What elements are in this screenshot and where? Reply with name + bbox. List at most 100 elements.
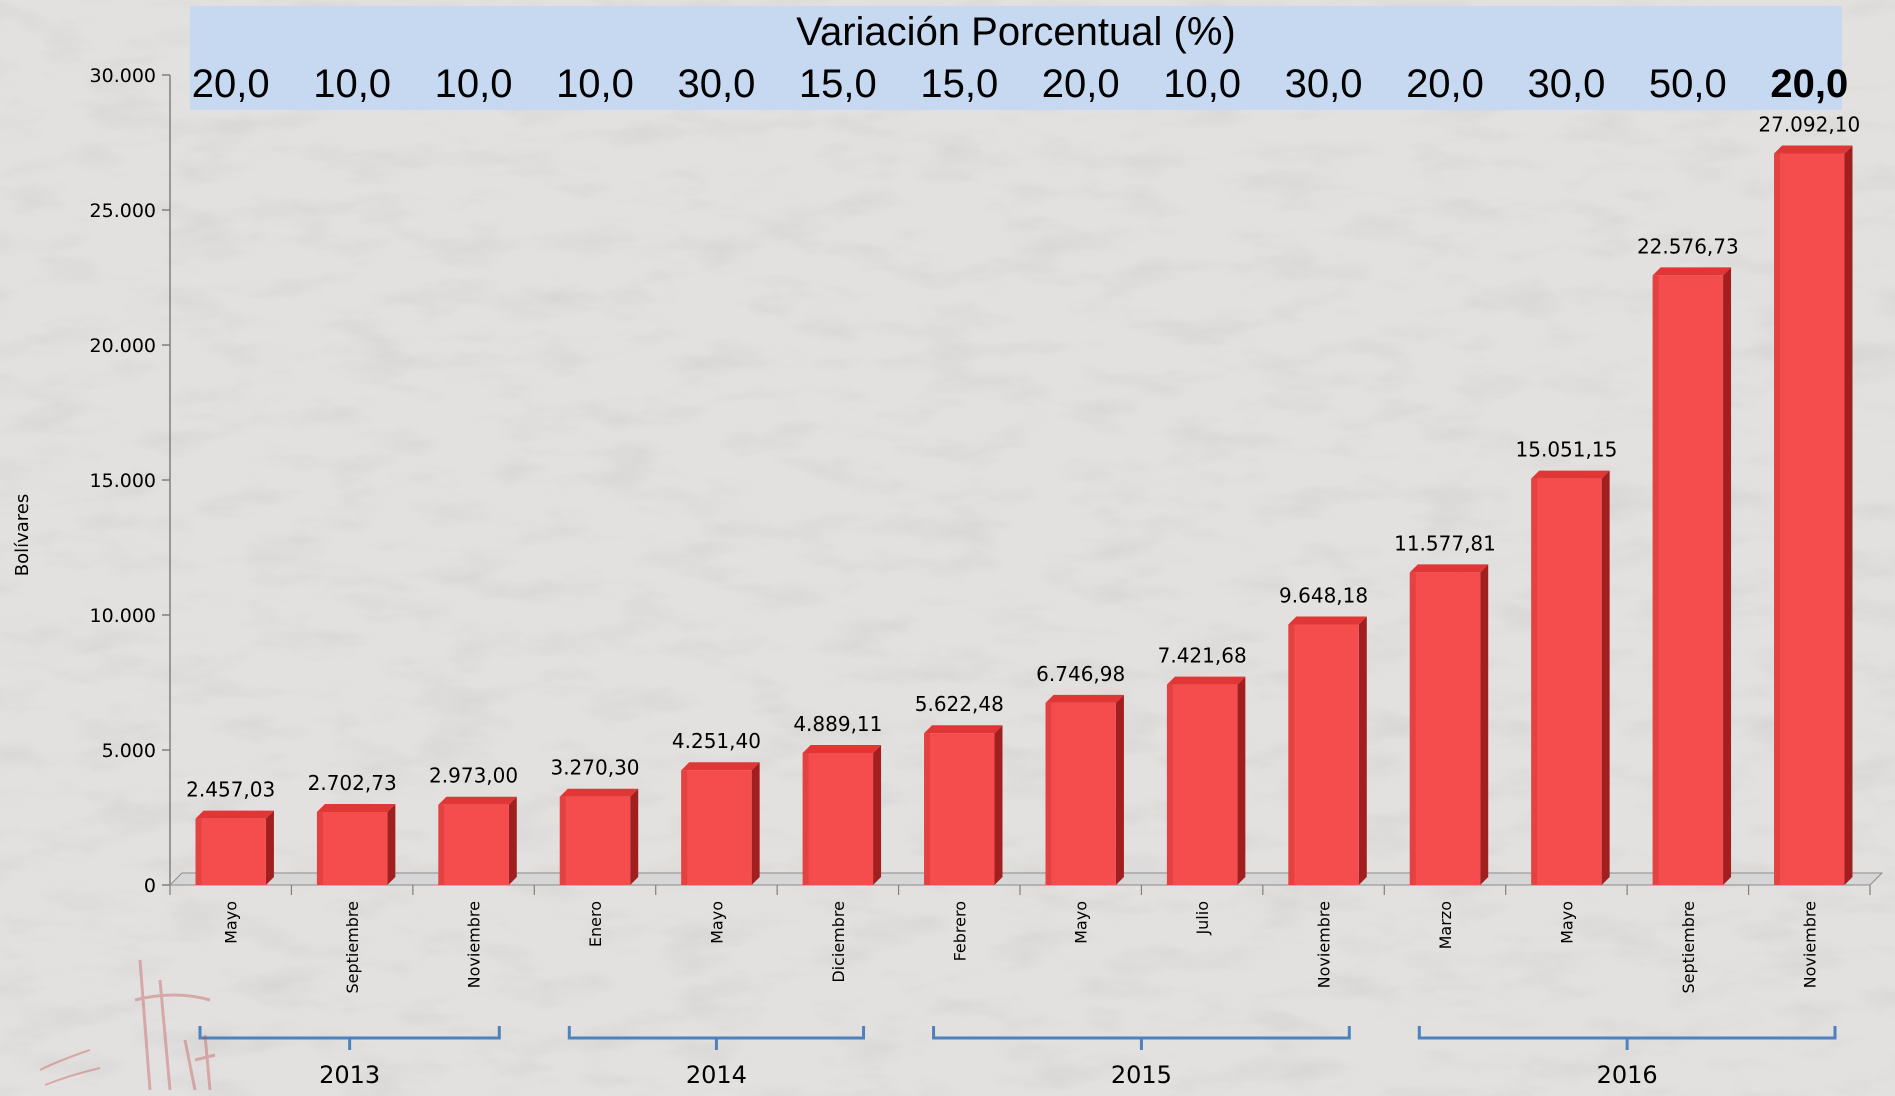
bar-side bbox=[1358, 616, 1367, 885]
bracket-line bbox=[1417, 1026, 1837, 1050]
bar bbox=[1531, 470, 1610, 885]
variation-value: 10,0 bbox=[313, 62, 392, 106]
bar-front bbox=[1288, 624, 1359, 885]
bar bbox=[802, 744, 882, 885]
bar-side bbox=[1237, 676, 1246, 885]
variation-value: 10,0 bbox=[556, 62, 634, 106]
bar-front bbox=[1774, 153, 1845, 885]
bar-top bbox=[1166, 676, 1246, 685]
bar bbox=[1288, 616, 1367, 885]
year-groups: 2013 2014 2015 2016 bbox=[198, 1026, 1837, 1089]
category-label: Mayo bbox=[707, 901, 726, 944]
bar-front bbox=[1166, 684, 1238, 885]
bar-top bbox=[802, 744, 882, 753]
year-label: 2016 bbox=[1597, 1061, 1658, 1089]
x-axis-floor bbox=[168, 872, 1884, 886]
year-label: 2015 bbox=[1111, 1061, 1172, 1089]
year-label: 2014 bbox=[686, 1061, 747, 1089]
data-labels: 2.457,03 2.702,73 2.973,00 3.270,30 4.251,40… bbox=[186, 113, 1860, 802]
variation-value: 15,0 bbox=[920, 62, 999, 106]
bar bbox=[1166, 676, 1246, 885]
bracket-line bbox=[567, 1026, 866, 1050]
bar-shade bbox=[1166, 684, 1173, 885]
bar-shade bbox=[681, 770, 688, 885]
variation-value: 15,0 bbox=[798, 62, 877, 106]
category-label: Marzo bbox=[1436, 901, 1455, 949]
bar-top bbox=[559, 788, 639, 797]
bar-side bbox=[1115, 694, 1124, 885]
variation-value: 20,0 bbox=[191, 62, 270, 106]
bar-shade bbox=[1045, 702, 1052, 885]
bar-side bbox=[994, 725, 1003, 885]
year-bracket: 2013 bbox=[198, 1026, 501, 1089]
year-bracket: 2016 bbox=[1417, 1026, 1837, 1089]
data-label: 15.051,15 bbox=[1516, 438, 1618, 462]
bar-side bbox=[1601, 470, 1610, 885]
bar bbox=[1409, 564, 1489, 885]
data-label: 2.702,73 bbox=[308, 771, 397, 795]
data-label: 2.457,03 bbox=[186, 778, 275, 802]
bar bbox=[1045, 694, 1124, 885]
bar-shade bbox=[1531, 478, 1538, 885]
bar-front bbox=[681, 770, 752, 885]
y-tick-label: 25.000 bbox=[90, 200, 156, 222]
y-tick-label: 0 bbox=[144, 875, 156, 897]
category-label: Enero bbox=[586, 901, 605, 947]
variation-value: 30,0 bbox=[1284, 62, 1363, 106]
bars bbox=[195, 145, 1853, 885]
bar-shade bbox=[1652, 275, 1659, 885]
y-tick-label: 30.000 bbox=[90, 65, 156, 87]
variation-value: 10,0 bbox=[434, 62, 513, 106]
category-label: Mayo bbox=[1557, 901, 1576, 944]
bar bbox=[924, 725, 1003, 885]
bar bbox=[559, 788, 639, 885]
bar-front bbox=[1531, 478, 1602, 885]
category-label: Julio bbox=[1193, 901, 1212, 936]
data-label: 4.251,40 bbox=[672, 729, 761, 753]
bar-front bbox=[195, 818, 266, 885]
bar-top bbox=[1652, 267, 1732, 276]
data-label: 4.889,11 bbox=[793, 712, 882, 736]
y-tick-label: 10.000 bbox=[90, 605, 156, 627]
bar-side bbox=[265, 810, 274, 885]
bar-shade bbox=[1409, 572, 1416, 885]
bar-top bbox=[1288, 616, 1367, 625]
bar-top bbox=[681, 762, 760, 771]
bar-top bbox=[1409, 564, 1489, 573]
bar-front bbox=[1652, 275, 1724, 885]
data-label: 5.622,48 bbox=[915, 692, 1004, 716]
y-tick-label: 20.000 bbox=[90, 335, 156, 357]
variation-value: 30,0 bbox=[677, 62, 756, 106]
variation-value: 20,0 bbox=[1041, 62, 1120, 106]
bar-side bbox=[1723, 267, 1732, 885]
category-label: Noviembre bbox=[1315, 901, 1334, 988]
bar-side bbox=[630, 788, 639, 885]
category-label: Diciembre bbox=[829, 901, 848, 983]
bar-shade bbox=[802, 752, 809, 885]
bar-front bbox=[559, 796, 631, 885]
bar-top bbox=[924, 725, 1003, 734]
data-label: 7.421,68 bbox=[1158, 644, 1247, 668]
bar bbox=[438, 796, 517, 885]
bar-top bbox=[438, 796, 517, 805]
bar-shade bbox=[438, 804, 445, 885]
category-labels: Mayo Septiembre Noviembre Enero Mayo Diciembr… bbox=[222, 901, 1820, 994]
bar-side bbox=[751, 762, 760, 885]
y-tick-label: 15.000 bbox=[90, 470, 156, 492]
bar-side bbox=[387, 804, 396, 885]
data-label: 2.973,00 bbox=[429, 764, 518, 788]
bar-front bbox=[924, 733, 995, 885]
bar-side bbox=[1480, 564, 1489, 885]
data-label: 22.576,73 bbox=[1637, 234, 1739, 258]
header-title: Variación Porcentual (%) bbox=[796, 10, 1236, 54]
year-bracket: 2015 bbox=[932, 1026, 1351, 1089]
bar-top bbox=[195, 810, 274, 819]
category-label: Noviembre bbox=[465, 901, 484, 988]
bar-side bbox=[508, 796, 517, 885]
x-axis bbox=[168, 872, 1884, 895]
category-label: Mayo bbox=[1072, 901, 1091, 944]
watermark-logo bbox=[39, 959, 216, 1091]
bar-front bbox=[802, 752, 874, 885]
category-label: Septiembre bbox=[343, 901, 362, 994]
